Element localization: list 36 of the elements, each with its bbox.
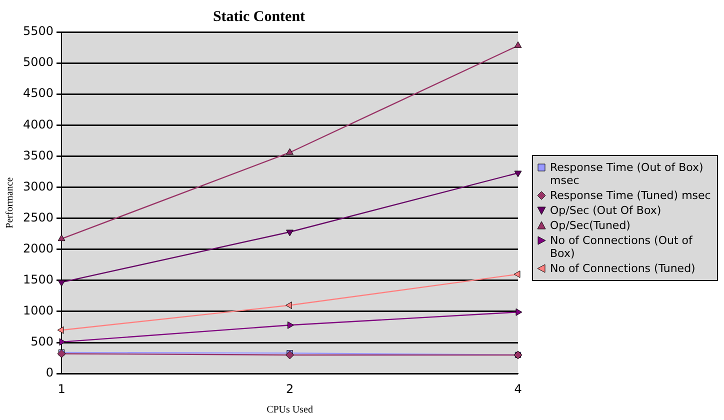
legend-label: Response Time (Out of Box) msec [550, 161, 704, 187]
y-tick-label: 2500 [22, 210, 54, 224]
point [514, 170, 522, 178]
legend-label: No of Connections (Tuned) [550, 262, 696, 275]
point [286, 350, 294, 360]
legend-label: No of Connections (Out of Box) [550, 234, 694, 260]
point [286, 230, 294, 236]
y-tick-label: 5500 [22, 24, 54, 38]
y-tick-label: 5000 [22, 55, 54, 70]
y-tick-label: 1000 [22, 304, 54, 318]
y-tick-label: 1500 [22, 272, 54, 287]
y-tick-label: 0 [46, 366, 54, 380]
x-axis-title: CPUs Used [266, 404, 313, 416]
point [286, 302, 292, 309]
point [286, 148, 294, 155]
chart-title: Static Content [212, 8, 306, 25]
point [57, 326, 64, 334]
point [514, 270, 520, 278]
x-tick-label: 1 [58, 382, 66, 396]
y-tick-label: 3000 [22, 179, 54, 194]
legend-label: Op/Sec (Out Of Box) [550, 204, 662, 217]
y-tick-label: 4000 [22, 117, 54, 132]
y-axis-title: Performance [4, 176, 16, 228]
x-tick-label: 2 [286, 382, 294, 396]
legend-label: Response Time (Tuned) msec [550, 189, 711, 202]
point [516, 308, 522, 316]
x-tick-label: 4 [514, 382, 522, 396]
y-tick-label: 500 [30, 334, 54, 349]
y-tick-label: 2000 [22, 242, 54, 256]
point [58, 234, 66, 242]
point [288, 321, 294, 329]
legend-label: Op/Sec(Tuned) [550, 219, 630, 232]
y-tick-label: 3500 [22, 148, 54, 162]
point [514, 41, 522, 48]
y-tick-label: 4500 [22, 86, 54, 100]
point [59, 338, 66, 346]
